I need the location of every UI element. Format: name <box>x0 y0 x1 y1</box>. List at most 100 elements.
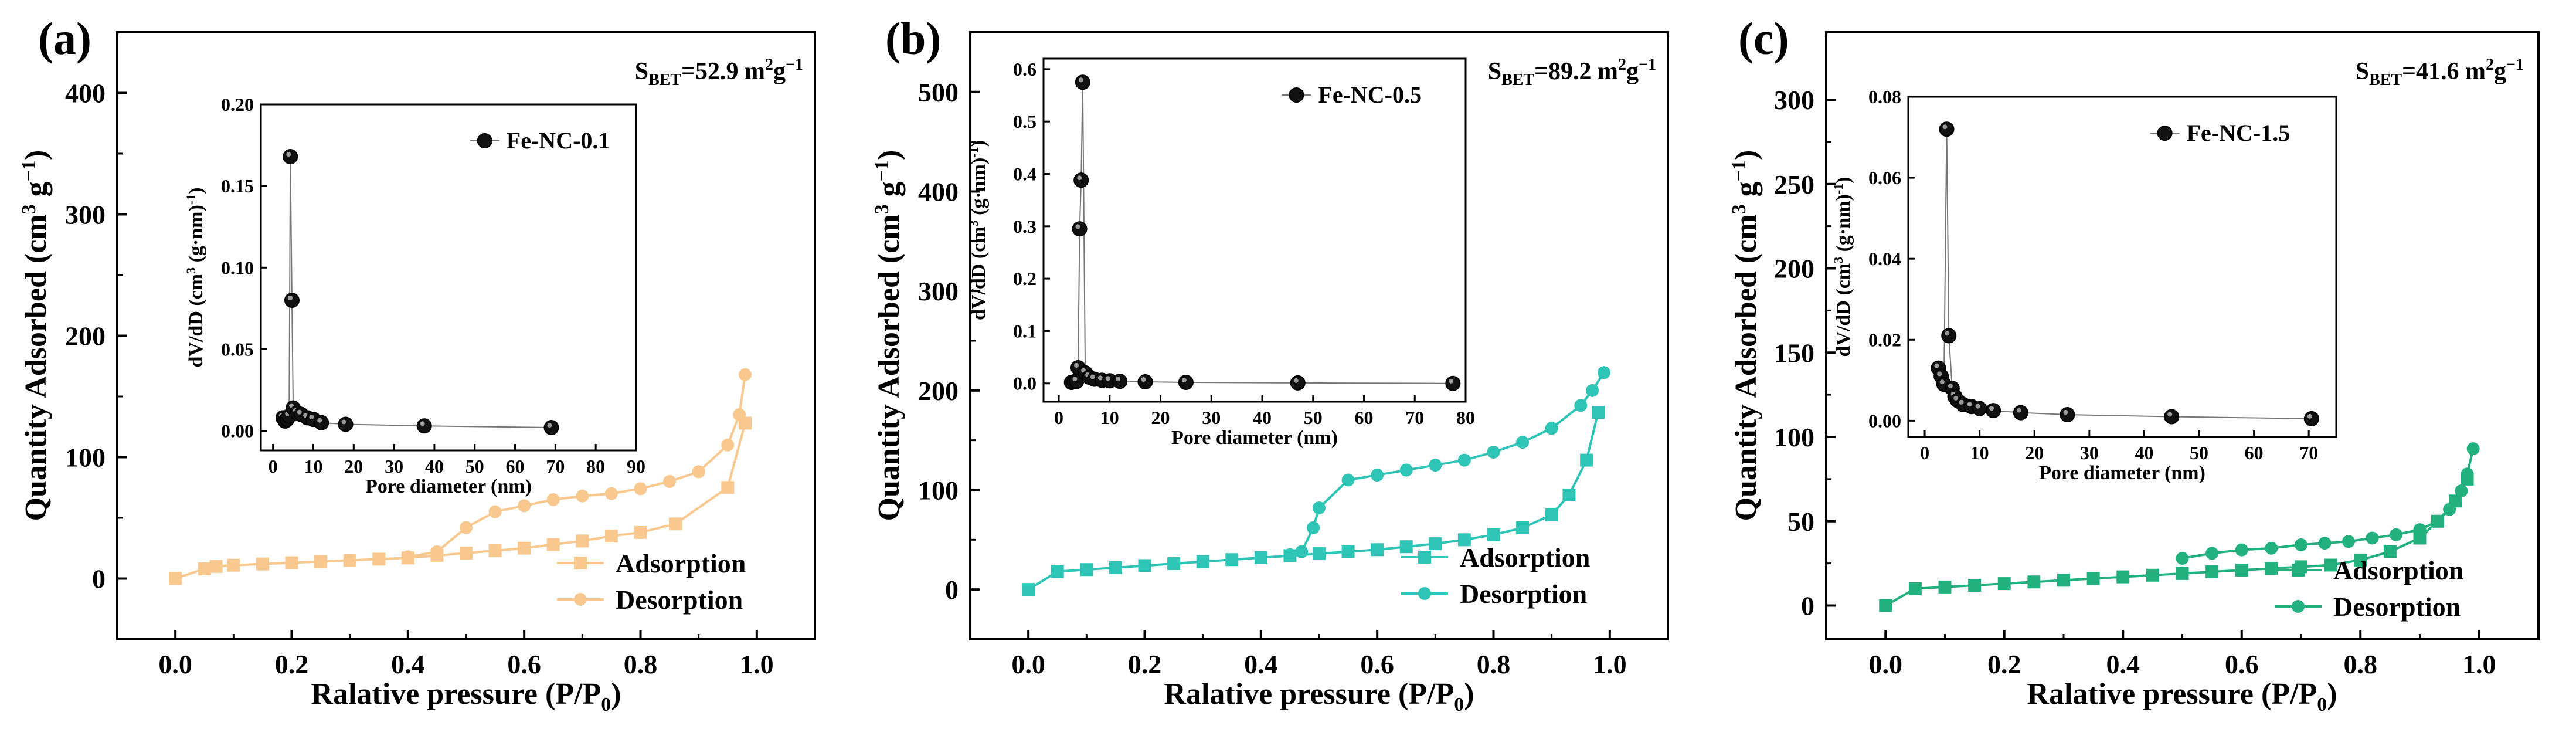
inset-x-tick-label: 80 <box>586 456 605 477</box>
series-adsorption <box>1022 406 1605 596</box>
x-tick-label: 0.8 <box>624 649 658 679</box>
inset-point <box>1941 328 1957 344</box>
adsorption-point <box>256 557 269 571</box>
adsorption-point <box>1562 488 1576 501</box>
inset-point <box>314 415 329 430</box>
inset-x-axis-label: Pore diameter (nm) <box>2039 462 2205 484</box>
adsorption-point <box>2205 565 2219 578</box>
inset-point <box>2303 411 2319 426</box>
inset-point-highlight <box>2016 408 2021 413</box>
sbet-value: =89.2 m <box>1534 58 1618 85</box>
inset-point-highlight <box>1141 377 1146 382</box>
sbet-s: S <box>2356 58 2369 85</box>
inset-x-tick-label: 40 <box>2135 442 2153 463</box>
inset-x-tick-label: 30 <box>385 456 403 477</box>
inset-point-highlight <box>1967 402 1972 407</box>
sbet-value: =52.9 m <box>681 58 765 85</box>
inset-x-tick-label: 50 <box>465 456 484 477</box>
panel-b: 0.0 0.2 0.4 0.6 0.8 1.00100200300400500(b)SBE… <box>871 13 1669 716</box>
adsorption-point <box>1167 557 1181 571</box>
inset-point-highlight <box>341 419 346 425</box>
adsorption-point <box>604 530 618 543</box>
inset-point <box>1073 172 1089 188</box>
inset-point <box>1445 375 1461 391</box>
inset-point-highlight <box>1989 406 1994 411</box>
adsorption-point <box>460 547 473 560</box>
y-tick-label: 0 <box>92 564 106 594</box>
y-tick-label: 0 <box>945 575 959 605</box>
inset-point <box>543 420 559 436</box>
adsorption-point <box>1457 533 1471 547</box>
x-axis-label-sub: 0 <box>2317 694 2327 716</box>
inset-x-tick-label: 40 <box>1253 407 1272 428</box>
adsorption-point <box>1879 599 1892 612</box>
inset-point-highlight <box>420 421 425 426</box>
adsorption-point <box>1313 547 1326 561</box>
desorption-point <box>2390 528 2402 541</box>
inset-y-axis-label: dV/dD (cm3 (g·nm)-1) <box>1831 177 1854 357</box>
x-axis-label-text: Ralative pressure (P/P <box>311 677 601 711</box>
inset-y-tick-label: 0.20 <box>221 94 254 115</box>
inset-point-highlight <box>1293 378 1299 383</box>
x-axis-label: Ralative pressure (P/P0) <box>311 677 621 716</box>
adsorption-point <box>1022 583 1035 596</box>
legend-marker <box>574 557 587 569</box>
inset-y-tick-label: 0.08 <box>1868 86 1901 107</box>
inset-y-tick-label: 0.6 <box>1013 59 1036 80</box>
x-tick-label: 0.0 <box>1011 649 1045 679</box>
x-tick-label: 0.2 <box>275 649 309 679</box>
adsorption-point <box>1429 537 1442 551</box>
desorption-point <box>1341 473 1355 487</box>
adsorption-point <box>1580 453 1593 467</box>
inset-y-axis-label-tail: (g·nm) <box>968 158 990 221</box>
panel-label: (b) <box>885 13 941 64</box>
inset-x-tick-label: 10 <box>304 456 322 477</box>
x-tick-label: 0.0 <box>158 649 192 679</box>
desorption-point <box>2366 531 2379 545</box>
sbet-sup: 2 <box>765 56 773 74</box>
sbet-sup2: −1 <box>786 56 803 74</box>
inset-y-tick-label: 0.04 <box>1868 248 1901 269</box>
inset-y-axis-label-text: dV/dD (cm <box>185 274 207 368</box>
x-axis-label-sub: 0 <box>601 694 611 716</box>
inset-y-axis-label-sup: 3 <box>966 220 981 226</box>
y-tick-label: 200 <box>918 376 959 406</box>
inset-y-axis-label-tail: (g·nm) <box>1833 194 1854 257</box>
adsorption-point <box>372 552 386 566</box>
inset-point-highlight <box>1181 377 1187 382</box>
y-axis-label-text: Quantity Adsorbed (cm <box>1729 214 1763 521</box>
inset: 0 10 20 30 40 50 60 70 0.00 0.02 0.04 0.06 0.08 Pore … <box>1831 86 2337 484</box>
inset-x-tick-label: 20 <box>1151 407 1170 428</box>
y-tick-label: 200 <box>1774 254 1814 284</box>
inset-x-tick-label: 30 <box>1202 407 1221 428</box>
legend: Adsorption Desorption <box>2275 555 2463 622</box>
y-axis-label-mid: g <box>1729 181 1763 204</box>
inset-frame <box>1042 57 1467 403</box>
adsorption-point <box>209 560 223 573</box>
x-tick-label: 0.8 <box>1477 649 1511 679</box>
x-tick-label: 0.4 <box>2106 649 2140 679</box>
x-axis-label-text: Ralative pressure (P/P <box>2027 677 2317 711</box>
adsorption-point <box>634 525 647 539</box>
adsorption-point <box>285 556 298 569</box>
y-axis-label: Quantity Adsorbed (cm3 g−1) <box>871 150 906 521</box>
adsorption-point <box>1138 559 1151 572</box>
adsorption-point <box>1399 540 1413 554</box>
x-tick-label: 0.4 <box>1244 649 1278 679</box>
y-axis-label-mid: g <box>872 181 906 204</box>
y-tick-label: 50 <box>1787 507 1814 537</box>
series-desorption <box>401 368 752 564</box>
panel-a: 0.0 0.2 0.4 0.6 0.8 1.00100200300400(a)SBET=5… <box>18 13 816 716</box>
inset-point-highlight <box>1934 363 1939 368</box>
desorption-point <box>2265 541 2278 555</box>
y-tick-label: 300 <box>1774 85 1814 115</box>
y-axis-label-sup2: −1 <box>1728 160 1750 181</box>
y-tick-label: 300 <box>65 200 106 230</box>
desorption-point <box>518 499 531 513</box>
y-axis-label-sup: 3 <box>1728 204 1750 214</box>
x-tick-label: 0.2 <box>1128 649 1162 679</box>
inset-x-tick-label: 40 <box>425 456 444 477</box>
inset-point-highlight <box>1097 375 1103 381</box>
y-axis-label-tail: ) <box>19 150 53 160</box>
inset-legend-marker <box>477 133 492 148</box>
